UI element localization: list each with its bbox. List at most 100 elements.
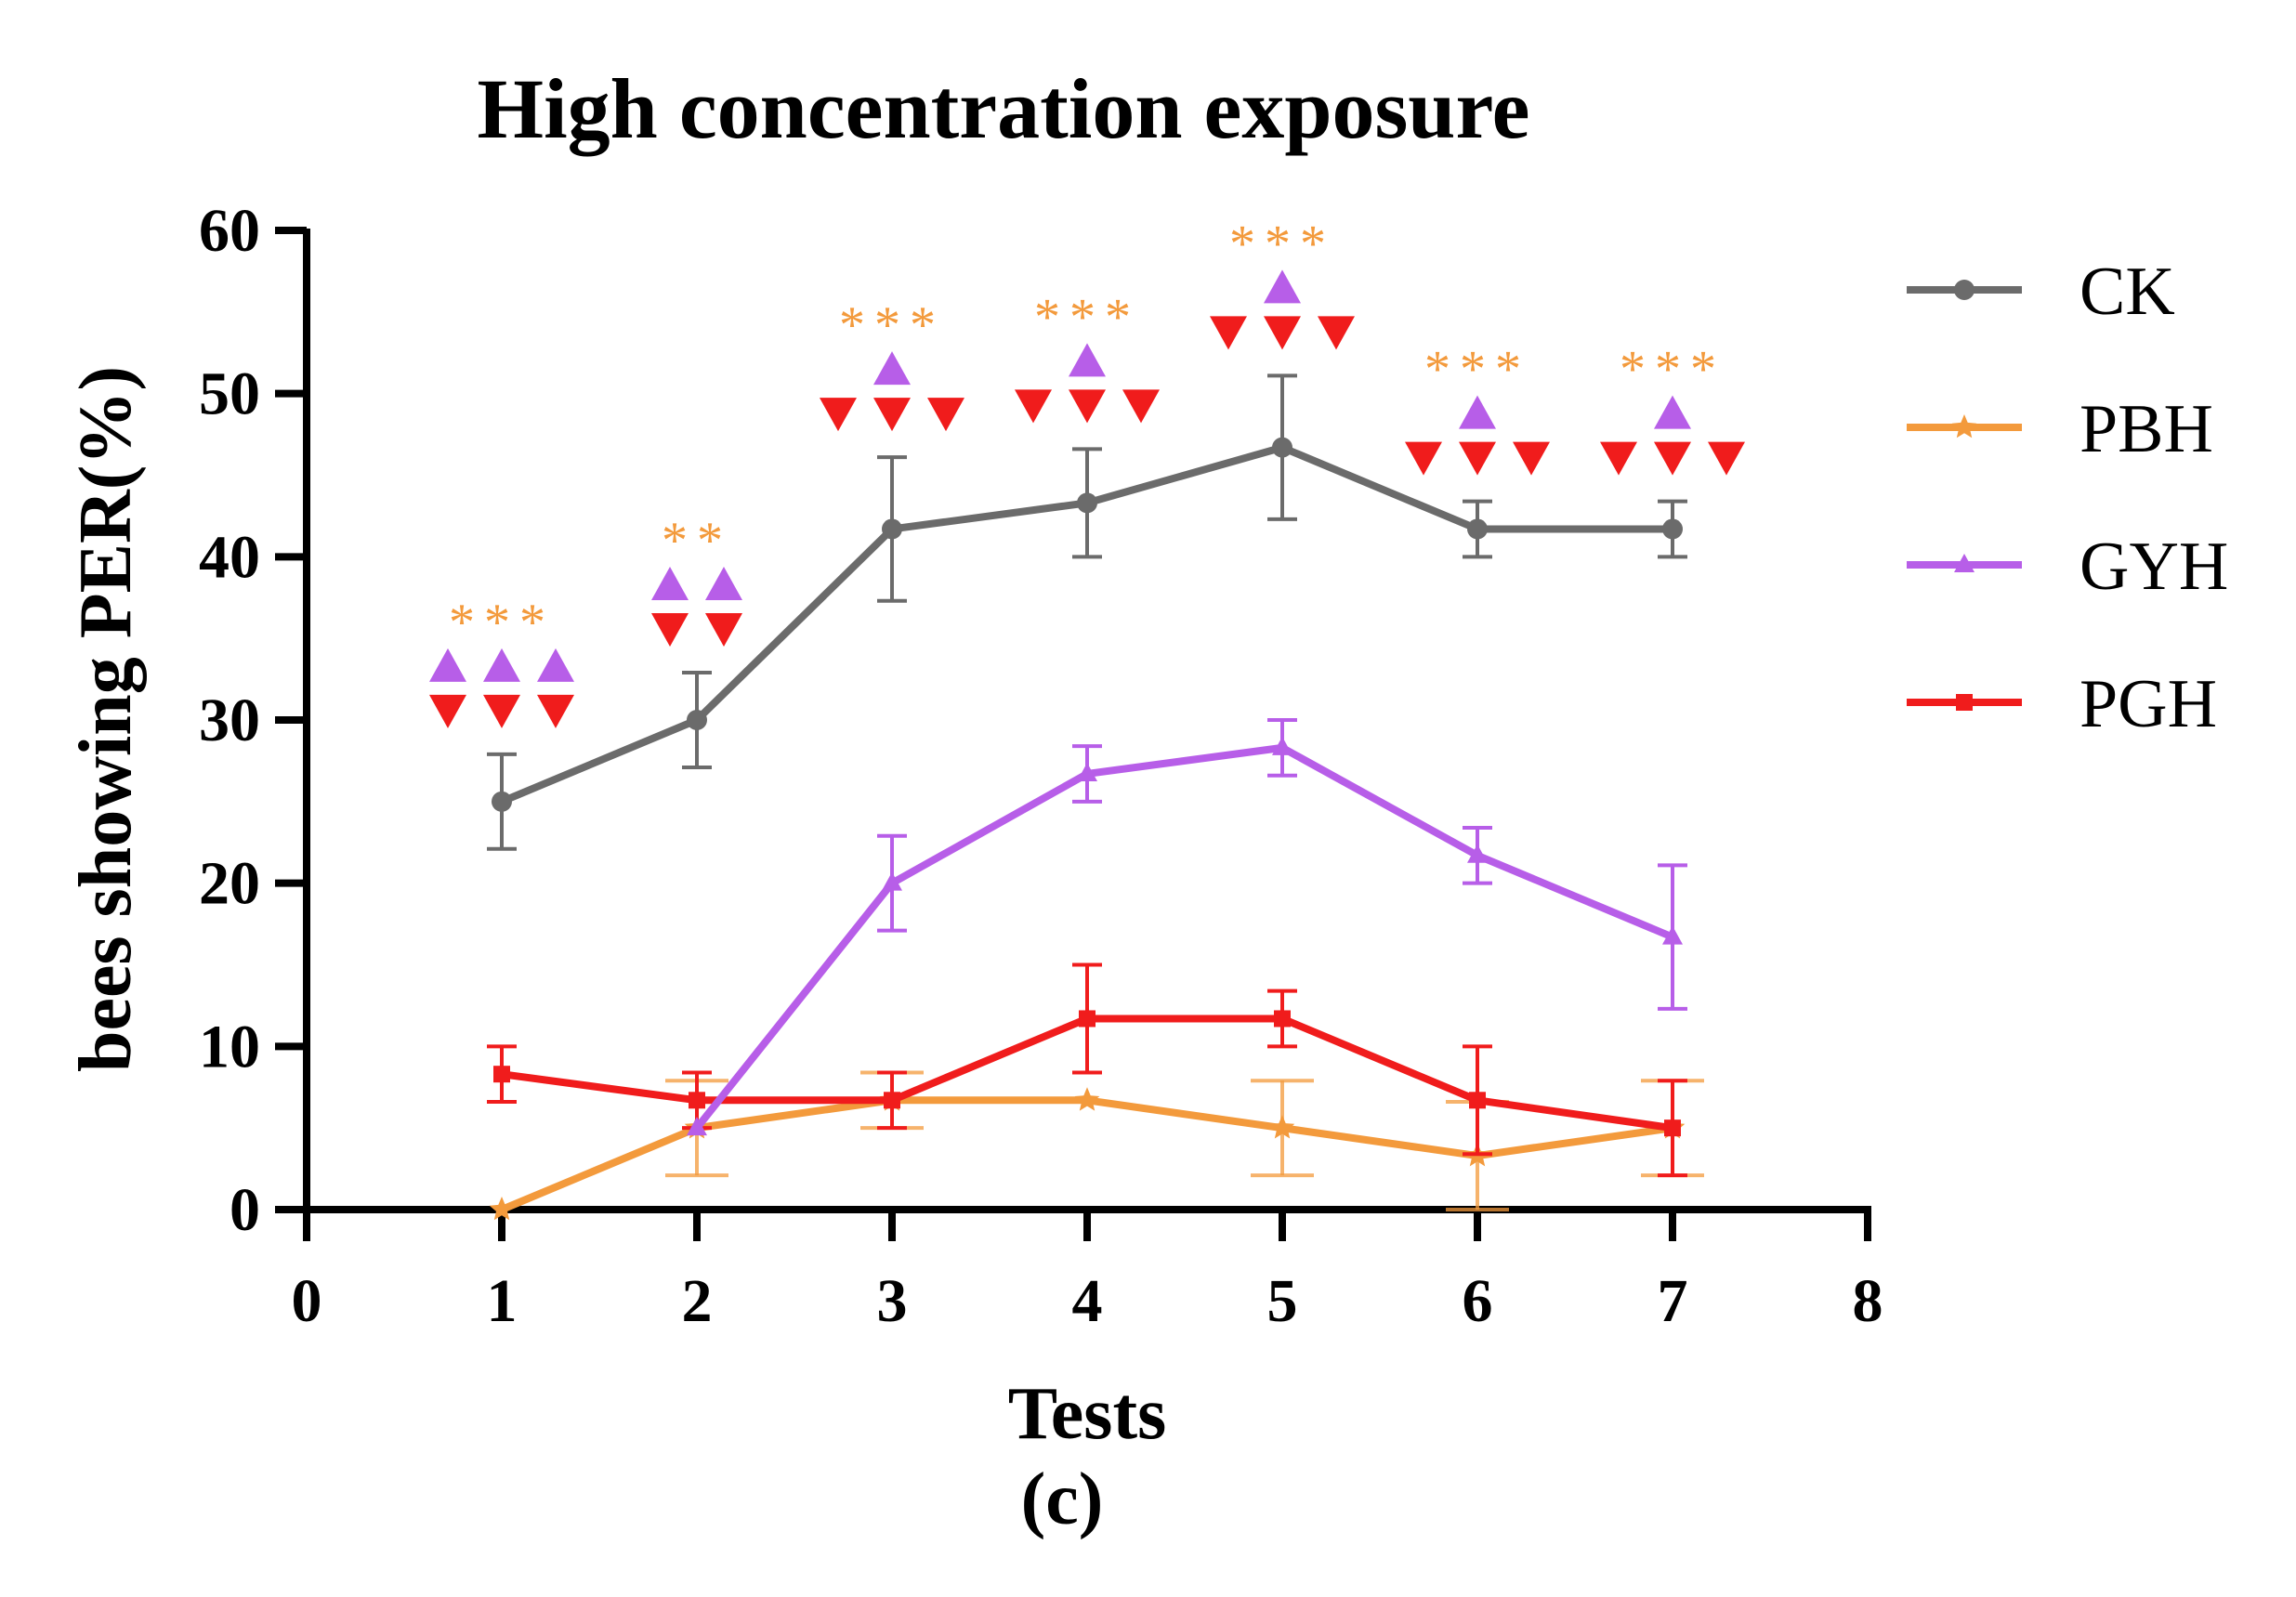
legend-label-pgh: PGH [2080,666,2217,742]
pgh-significance-triangle [651,613,689,648]
legend: CK PBH GYH PGH [1907,254,2228,742]
pbh-significance-stars: *** [1620,341,1725,399]
y-tick-label: 30 [199,687,260,754]
data-point-gyh [687,1117,707,1136]
pgh-significance-triangle [820,398,857,432]
significance-group: *** [820,296,964,432]
x-tick-label: 7 [1658,1267,1688,1335]
pbh-significance-stars: *** [839,296,945,354]
significance-group: *** [1210,215,1355,350]
data-point-pgh [884,1092,900,1109]
y-tick-label: 10 [199,1013,260,1080]
y-tick-label: 40 [199,523,260,591]
gyh-significance-triangle [651,567,689,601]
pgh-significance-triangle [873,398,911,432]
pgh-significance-triangle [1513,441,1550,476]
significance-group: ** [651,512,742,648]
x-tick-label: 4 [1072,1267,1103,1335]
data-point-pgh [1079,1010,1096,1028]
legend-item-ck: CK [1907,254,2175,330]
pgh-significance-triangle [1600,441,1637,476]
pgh-significance-triangle [1210,316,1247,350]
pgh-significance-triangle [1069,389,1106,424]
series-line-pbh [500,1096,1673,1213]
series-line-gyh [693,743,1674,1131]
x-tick-label: 2 [682,1267,713,1335]
pgh-significance-triangle [1459,441,1496,476]
data-point-gyh [882,871,902,891]
gyh-significance-triangle [1654,395,1691,429]
y-tick-label: 0 [230,1176,260,1244]
x-tick-label: 5 [1267,1267,1298,1335]
gyh-significance-triangle [483,648,520,682]
pgh-significance-triangle [1122,389,1160,424]
significance-group: *** [429,594,574,728]
pgh-significance-triangle [1405,441,1442,476]
data-point-gyh [1272,736,1292,755]
legend-marker-gyh [1954,554,1975,572]
data-point-ck [687,710,707,730]
data-point-pbh [1074,1087,1100,1111]
legend-label-ck: CK [2080,254,2175,330]
x-tick-label: 1 [487,1267,518,1335]
pbh-significance-stars: *** [1034,288,1140,346]
y-axis-title: bees showing PER(%) [65,366,147,1072]
data-point-ck [1467,518,1488,540]
data-point-pgh [689,1092,705,1109]
pgh-significance-triangle [1708,441,1745,476]
data-point-pgh [1469,1092,1486,1109]
legend-item-pbh: PBH [1907,391,2213,467]
data-point-ck [1077,492,1097,514]
data-point-gyh [1662,925,1683,945]
significance-group: *** [1015,288,1160,424]
data-point-gyh [1077,762,1097,781]
series-layer [487,373,1704,1221]
data-point-pbh [1269,1115,1295,1139]
pbh-significance-stars: *** [1424,341,1530,399]
figure-caption: (c) [1021,1459,1104,1540]
significance-group: *** [1405,341,1550,476]
y-tick-label: 60 [199,197,260,265]
legend-marker-ck [1954,280,1975,300]
pgh-significance-triangle [537,694,574,728]
pgh-significance-triangle [1654,441,1691,476]
gyh-significance-triangle [429,648,466,682]
data-point-pgh [1274,1010,1291,1028]
pgh-significance-triangle [1015,389,1052,424]
pbh-significance-stars: *** [1229,215,1335,272]
x-tick-label: 8 [1853,1267,1883,1335]
gyh-significance-triangle [1459,395,1496,429]
pgh-significance-triangle [705,613,742,648]
y-ticks: 0 10 20 30 40 50 60 [199,197,307,1244]
x-tick-label: 6 [1463,1267,1493,1335]
data-point-ck [492,791,512,812]
data-point-pgh [493,1066,510,1083]
series-gyh [687,718,1687,1136]
y-tick-label: 20 [199,850,260,918]
gyh-significance-triangle [537,648,574,682]
y-tick-label: 50 [199,360,260,428]
pgh-significance-triangle [927,398,964,432]
legend-label-pbh: PBH [2080,391,2213,467]
legend-marker-pbh [1951,414,1977,439]
x-axis-title: Tests [1008,1373,1166,1455]
legend-label-gyh: GYH [2080,529,2228,605]
gyh-significance-triangle [873,351,911,386]
pgh-significance-triangle [1318,316,1355,350]
pbh-significance-stars: *** [449,594,555,651]
data-point-gyh [1467,844,1488,863]
significance-layer: ******** ********* *** [429,215,1745,728]
data-point-ck [1662,518,1683,540]
legend-marker-pgh [1956,694,1973,711]
pgh-significance-triangle [1264,316,1301,350]
gyh-significance-triangle [1069,343,1106,377]
gyh-significance-triangle [705,567,742,601]
pgh-significance-triangle [483,694,520,728]
chart-title: High concentration exposure [478,61,1530,156]
x-ticks: 0 1 2 3 4 5 6 7 8 [292,1210,1883,1335]
significance-group: *** [1600,341,1745,476]
x-tick-label: 3 [877,1267,908,1335]
data-point-ck [882,518,902,540]
data-point-ck [1272,437,1292,458]
